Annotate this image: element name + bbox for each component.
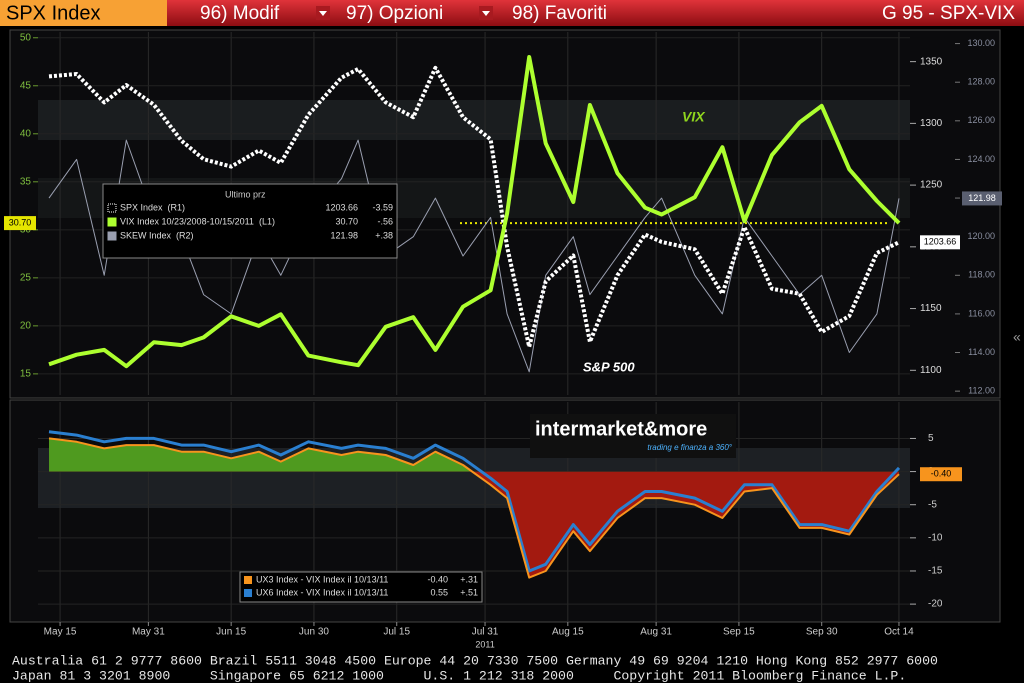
y3-tick-label: 118.00 <box>968 270 995 280</box>
annotation: VIX <box>682 109 706 125</box>
legend-label: SPX Index (R1) <box>120 202 185 212</box>
area-positive <box>49 438 899 472</box>
legend-value: 30.70 <box>335 216 358 226</box>
x-tick-label: Sep 15 <box>723 627 755 638</box>
y-tick-label: 40 <box>20 128 32 139</box>
legend-change: -.56 <box>377 216 393 226</box>
legend <box>239 571 483 603</box>
y-tick-label: 25 <box>20 272 32 283</box>
y3-tick-label: 120.00 <box>967 231 995 241</box>
legend-change: +.38 <box>375 230 393 240</box>
y3-tick-label: 124.00 <box>967 154 995 164</box>
y2-tick-label: 1100 <box>920 365 942 376</box>
y-tick-label: 45 <box>20 80 32 91</box>
menu-item[interactable]: 96) Modif <box>200 3 280 24</box>
y3-tick-label: 126.00 <box>967 115 995 125</box>
y-tick-label: -5 <box>928 499 937 510</box>
x-tick-label: Sep 30 <box>806 627 838 638</box>
y-tick-label: 15 <box>20 369 32 380</box>
ticker-box[interactable] <box>0 0 167 26</box>
y2-tick-label: 1150 <box>920 303 942 314</box>
side-arrow[interactable]: « <box>1013 329 1021 345</box>
legend-swatch <box>244 576 252 584</box>
value-flag <box>920 467 962 482</box>
value-flag-label: 1203.66 <box>924 237 957 247</box>
y3-tick-label: 112.00 <box>968 386 995 396</box>
legend <box>102 183 398 259</box>
value-flag-label: 121.98 <box>968 193 996 203</box>
x-tick-label: Aug 31 <box>640 627 672 638</box>
value-flag <box>962 191 1002 206</box>
series-line <box>48 55 901 369</box>
value-flag <box>4 216 36 231</box>
value-flag-label: 30.70 <box>9 217 32 227</box>
dropdown-arrow <box>482 11 490 16</box>
y3-tick-label: 114.00 <box>968 347 995 357</box>
x-tick-label: Jun 15 <box>216 627 246 638</box>
legend-value: 121.98 <box>330 230 358 240</box>
legend-swatch <box>107 203 117 213</box>
legend-title: Ultimo prz <box>225 189 266 199</box>
x-tick-label: Jul 31 <box>472 627 499 638</box>
annotation: S&P 500 <box>583 359 635 374</box>
legend-label: UX6 Index - VIX Index il 10/13/11 <box>256 587 388 597</box>
legend-swatch <box>244 589 252 597</box>
x-tick-label: Jun 30 <box>299 627 329 638</box>
legend-swatch <box>107 231 117 241</box>
x-tick-label: Aug 15 <box>552 627 584 638</box>
value-flag-label: -0.40 <box>931 469 952 479</box>
y-tick-label: 20 <box>20 320 32 331</box>
dropdown-arrow <box>319 11 327 16</box>
y2-tick-label: 1300 <box>920 118 943 129</box>
y-tick-label: 50 <box>20 32 32 43</box>
watermark-title: intermarket&more <box>535 418 707 440</box>
footer-line: Australia 61 2 9777 8600 Brazil 5511 304… <box>12 653 938 668</box>
watermark-box <box>530 414 736 458</box>
series-line <box>48 139 900 373</box>
legend-label: VIX Index 10/23/2008-10/15/2011 (L1) <box>120 216 275 226</box>
y-tick-label: 35 <box>20 176 32 187</box>
legend-label: UX3 Index - VIX Index il 10/13/11 <box>256 574 388 584</box>
legend-value: 0.55 <box>430 587 448 597</box>
page-code: G 95 - SPX-VIX <box>882 3 1015 24</box>
y-tick-label: -15 <box>928 566 943 577</box>
series-line <box>48 65 900 349</box>
footer-line: Japan 81 3 3201 8900 Singapore 65 6212 1… <box>12 668 906 683</box>
y-tick-label: -10 <box>928 532 943 543</box>
legend-swatch <box>107 217 117 227</box>
series-line <box>48 430 901 573</box>
legend-value: 1203.66 <box>325 202 358 212</box>
x-tick-label: Jul 15 <box>383 627 410 638</box>
y2-tick-label: 1250 <box>920 180 943 191</box>
legend-change: +.51 <box>460 587 478 597</box>
legend-value: -0.40 <box>427 574 448 584</box>
y-tick-label: -20 <box>928 599 943 610</box>
x-tick-label: May 15 <box>44 627 77 638</box>
x-tick-label: Oct 14 <box>884 627 914 638</box>
y3-tick-label: 128.00 <box>967 77 995 87</box>
legend-change: -3.59 <box>372 202 393 212</box>
menu-item[interactable]: 98) Favoriti <box>512 3 607 24</box>
menu-item[interactable]: 97) Opzioni <box>346 3 443 24</box>
ticker[interactable]: SPX Index <box>6 2 101 24</box>
watermark-tagline: trading e finanza a 360° <box>647 443 732 452</box>
y-tick-label: 5 <box>928 433 934 444</box>
value-flag <box>920 235 960 250</box>
y3-tick-label: 130.00 <box>967 38 995 48</box>
y2-tick-label: 1350 <box>920 56 943 67</box>
legend-label: SKEW Index (R2) <box>120 230 194 240</box>
legend-change: +.31 <box>460 574 478 584</box>
series-line <box>48 437 900 579</box>
x-tick-label: May 31 <box>132 627 165 638</box>
y3-tick-label: 116.00 <box>968 308 995 318</box>
x-annotation: 2011 <box>475 639 494 649</box>
menu-bar <box>167 0 1024 26</box>
area-negative <box>472 471 899 578</box>
